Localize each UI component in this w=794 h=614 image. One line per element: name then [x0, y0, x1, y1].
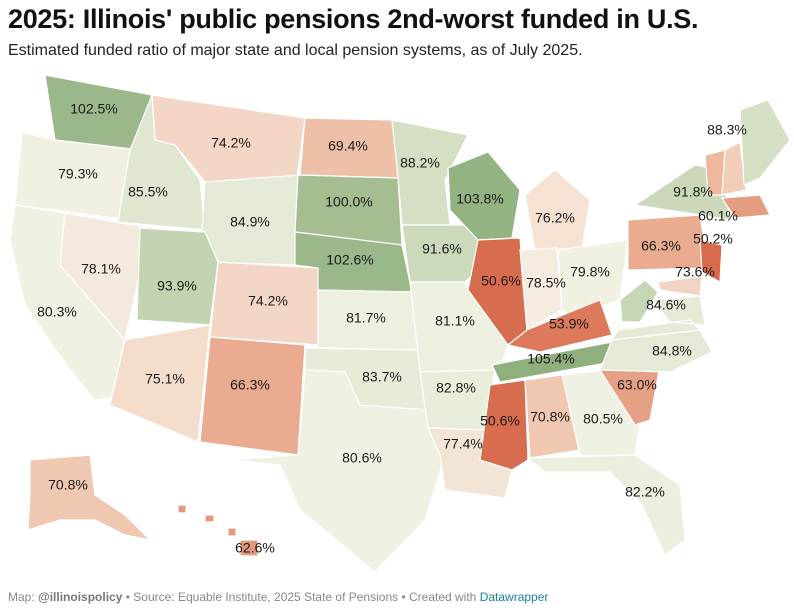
state-missouri[interactable] — [409, 281, 511, 373]
state-new-jersey[interactable] — [699, 239, 723, 283]
footer-map-credit[interactable]: @illinoispolicy — [38, 590, 123, 604]
state-virginia[interactable] — [610, 295, 706, 341]
value-label-alabama: 70.8% — [530, 409, 570, 425]
state-maryland[interactable] — [657, 275, 703, 297]
value-label-iowa: 91.6% — [422, 241, 462, 257]
value-label-ohio: 79.8% — [570, 264, 610, 280]
value-label-washington: 102.5% — [70, 101, 117, 117]
value-label-louisiana: 77.4% — [443, 436, 483, 452]
value-label-south-dakota: 100.0% — [325, 194, 372, 210]
datawrapper-link[interactable]: Datawrapper — [479, 590, 549, 604]
state-maine[interactable] — [739, 99, 791, 186]
value-label-new-york: 91.8% — [673, 184, 713, 200]
value-label-wyoming: 84.9% — [230, 214, 270, 230]
value-label-kansas: 81.7% — [346, 310, 386, 326]
value-label-north-carolina: 84.8% — [652, 343, 692, 359]
footer-source-prefix: • Source: — [122, 590, 178, 604]
value-label-kentucky: 53.9% — [549, 316, 589, 332]
map-footer: Map: @illinoispolicy • Source: Equable I… — [8, 590, 548, 604]
state-utah[interactable] — [136, 227, 219, 326]
footer-created-prefix: • Created with — [398, 590, 480, 604]
value-label-maryland: 73.6% — [675, 264, 715, 280]
state-new-hampshire[interactable] — [721, 141, 747, 196]
value-label-arkansas: 82.8% — [436, 380, 476, 396]
value-label-oregon: 79.3% — [58, 166, 98, 182]
value-label-arizona: 75.1% — [145, 371, 185, 387]
value-label-wisconsin: 103.8% — [456, 191, 503, 207]
state-alaska[interactable] — [27, 454, 152, 541]
value-label-utah: 93.9% — [157, 278, 197, 294]
value-label-indiana: 78.5% — [526, 275, 566, 291]
value-label-idaho: 85.5% — [128, 184, 168, 200]
value-label-north-dakota: 69.4% — [328, 138, 368, 154]
value-label-florida: 82.2% — [625, 484, 665, 500]
footer-source: Equable Institute, 2025 State of Pension… — [177, 590, 399, 604]
value-label-hawaii: 62.6% — [235, 540, 275, 556]
value-label-tennessee: 105.4% — [527, 351, 574, 367]
value-label-michigan: 76.2% — [535, 210, 575, 226]
state-florida[interactable] — [526, 454, 686, 556]
state-texas[interactable] — [229, 369, 446, 573]
map-subtitle: Estimated funded ratio of major state an… — [8, 42, 583, 59]
value-label-illinois: 50.6% — [481, 273, 521, 289]
value-label-texas: 80.6% — [342, 450, 382, 466]
value-label-mississippi: 50.6% — [480, 413, 520, 429]
state-shapes — [9, 74, 791, 573]
state-hawaii[interactable] — [177, 504, 259, 557]
value-label-massachusetts: 60.1% — [698, 208, 738, 224]
value-label-virginia: 84.6% — [646, 297, 686, 313]
state-new-mexico[interactable] — [199, 336, 306, 456]
value-label-new-mexico: 66.3% — [230, 377, 270, 393]
state-value-labels: 102.5% 79.3% 80.3% 78.1% 85.5% 74.2% 84.9% 93.9… — [37, 101, 747, 556]
state-west-virginia[interactable] — [619, 279, 659, 323]
value-label-montana: 74.2% — [211, 135, 251, 151]
value-label-minnesota: 88.2% — [400, 155, 440, 171]
value-label-missouri: 81.1% — [435, 313, 475, 329]
value-label-colorado: 74.2% — [248, 293, 288, 309]
state-kentucky[interactable] — [506, 299, 613, 353]
state-georgia[interactable] — [561, 369, 641, 456]
value-label-alaska: 70.8% — [48, 477, 88, 493]
state-michigan[interactable] — [524, 169, 591, 251]
state-arizona[interactable] — [109, 324, 211, 443]
value-label-maine: 88.3% — [707, 122, 747, 138]
state-massachusetts[interactable] — [720, 194, 771, 219]
value-label-california: 80.3% — [37, 304, 77, 320]
value-label-oklahoma: 83.7% — [362, 369, 402, 385]
value-label-pennsylvania: 66.3% — [641, 238, 681, 254]
value-label-georgia: 80.5% — [583, 411, 623, 427]
map-title: 2025: Illinois' public pensions 2nd-wors… — [8, 4, 699, 34]
value-label-nebraska: 102.6% — [326, 252, 373, 268]
value-label-south-carolina: 63.0% — [617, 377, 657, 393]
state-mississippi[interactable] — [479, 379, 529, 471]
footer-map-prefix: Map: — [8, 590, 39, 604]
value-label-nevada: 78.1% — [81, 261, 121, 277]
value-label-new-jersey: 50.2% — [693, 231, 733, 247]
